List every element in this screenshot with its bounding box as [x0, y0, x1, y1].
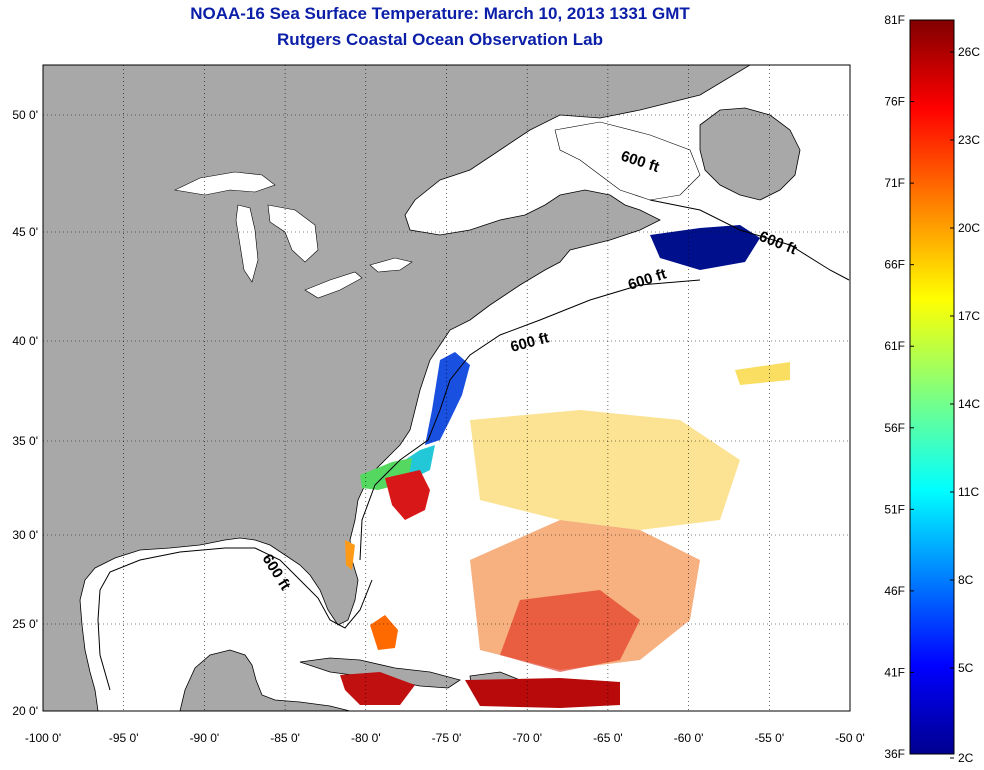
colorbar-c-label: 20C — [958, 221, 980, 235]
colorbar-c-label: 17C — [958, 309, 980, 323]
st-lawrence-gulf — [554, 121, 701, 201]
colorbar-c-label: 26C — [958, 45, 980, 59]
colorbar-f-label: 41F — [884, 665, 905, 679]
colorbar-celsius-labels: 26C 23C 20C 17C 14C 11C 8C 5C 2C — [950, 45, 980, 765]
lake-ontario — [369, 257, 413, 273]
colorbar-c-label: 5C — [958, 661, 974, 675]
lat-tick-label: 25 0' — [12, 617, 38, 631]
longitude-ticks: -100 0' -95 0' -90 0' -85 0' -80 0' -75 0' -70… — [25, 731, 865, 745]
lon-tick-label: -90 0' — [190, 731, 220, 745]
colorbar-f-label: 46F — [884, 584, 905, 598]
lon-tick-label: -50 0' — [835, 731, 865, 745]
lat-tick-label: 40 0' — [12, 334, 38, 348]
lon-tick-label: -95 0' — [109, 731, 139, 745]
shelf-contour-line — [97, 199, 850, 691]
newfoundland-land — [699, 107, 801, 201]
colorbar-f-label: 71F — [884, 176, 905, 190]
graticule — [43, 65, 850, 711]
colorbar — [909, 19, 955, 755]
colorbar-c-label: 23C — [958, 133, 980, 147]
lat-tick-label: 45 0' — [12, 225, 38, 239]
map-title: NOAA-16 Sea Surface Temperature: March 1… — [190, 4, 690, 23]
lat-tick-label: 35 0' — [12, 434, 38, 448]
lon-tick-label: -75 0' — [432, 731, 462, 745]
latitude-ticks: 50 0' 45 0' 40 0' 35 0' 30 0' 25 0' 20 0' — [12, 108, 38, 718]
lat-tick-label: 20 0' — [12, 704, 38, 718]
lon-tick-label: -65 0' — [593, 731, 623, 745]
lon-tick-label: -70 0' — [512, 731, 542, 745]
north-america-land — [43, 65, 751, 711]
colorbar-f-label: 81F — [884, 13, 905, 27]
colorbar-f-label: 66F — [884, 258, 905, 272]
lat-tick-label: 50 0' — [12, 108, 38, 122]
colorbar-f-label: 76F — [884, 95, 905, 109]
colorbar-f-label: 61F — [884, 339, 905, 353]
colorbar-c-label: 2C — [958, 751, 974, 765]
colorbar-f-label: 56F — [884, 421, 905, 435]
lat-tick-label: 30 0' — [12, 528, 38, 542]
lake-erie — [304, 271, 363, 299]
map-border — [42, 64, 851, 712]
lon-tick-label: -55 0' — [754, 731, 784, 745]
colorbar-c-label: 11C — [958, 485, 979, 499]
colorbar-f-label: 51F — [884, 502, 905, 516]
colorbar-c-label: 14C — [958, 397, 980, 411]
lon-tick-label: -80 0' — [351, 731, 381, 745]
map-subtitle: Rutgers Coastal Ocean Observation Lab — [277, 30, 603, 49]
lon-tick-label: -100 0' — [25, 731, 61, 745]
colorbar-f-label: 36F — [884, 747, 905, 761]
lake-huron — [267, 204, 319, 263]
lake-superior — [174, 171, 276, 196]
lake-michigan — [235, 204, 259, 283]
colorbar-fahrenheit-labels: 81F 76F 71F 66F 61F 56F 51F 46F 41F 36F — [884, 13, 914, 761]
yucatan-land — [179, 649, 351, 711]
colorbar-c-label: 8C — [958, 573, 974, 587]
lon-tick-label: -60 0' — [674, 731, 704, 745]
lon-tick-label: -85 0' — [270, 731, 300, 745]
